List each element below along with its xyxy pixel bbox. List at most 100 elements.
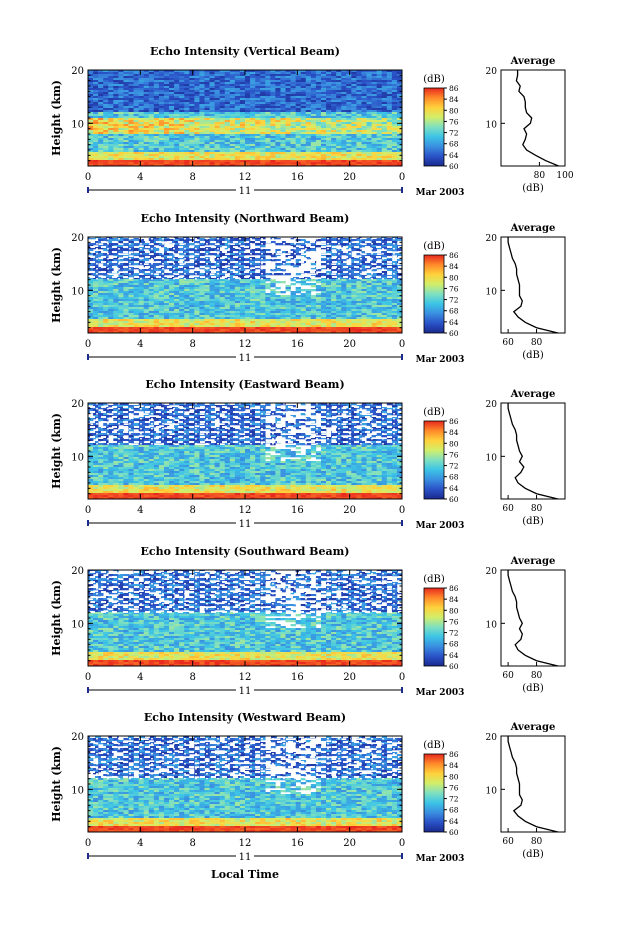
heatmap-cell — [280, 116, 286, 119]
heatmap-cell — [98, 291, 104, 294]
heatmap-cell — [346, 281, 352, 284]
heatmap-cell — [138, 309, 145, 312]
heatmap-cell — [396, 301, 403, 304]
heatmap-cell — [305, 140, 312, 143]
heatmap-cell — [148, 136, 155, 139]
heatmap-cell — [123, 108, 129, 111]
heatmap-cell — [300, 309, 307, 312]
heatmap-cell — [255, 289, 261, 292]
heatmap-cell — [209, 134, 215, 137]
heatmap-cell — [346, 78, 352, 81]
heatmap-cell — [376, 154, 383, 157]
heatmap-cell — [113, 70, 119, 73]
heatmap-cell — [133, 72, 139, 75]
heatmap-cell — [179, 303, 185, 306]
heatmap-cell — [138, 98, 145, 101]
heatmap-cell — [209, 108, 215, 111]
heatmap-cell — [158, 297, 165, 300]
heatmap-cell — [280, 96, 286, 99]
heatmap-cell — [326, 104, 332, 107]
heatmap-cell — [209, 84, 215, 87]
heatmap-cell — [275, 96, 281, 99]
heatmap-cell — [255, 102, 261, 105]
heatmap-cell — [118, 78, 124, 81]
heatmap-cell — [239, 74, 246, 77]
heatmap-cell — [143, 130, 150, 133]
heatmap-cell — [128, 136, 134, 139]
heatmap-cell — [209, 126, 215, 129]
heatmap-cell — [118, 285, 124, 288]
heatmap-cell — [280, 130, 286, 133]
heatmap-cell — [174, 102, 180, 105]
heatmap-cell — [239, 136, 246, 139]
heatmap-cell — [250, 100, 256, 103]
heatmap-cell — [356, 301, 362, 304]
heatmap-cell — [341, 92, 347, 95]
heatmap-cell — [143, 104, 150, 107]
heatmap-cell — [310, 297, 317, 300]
heatmap-cell — [356, 126, 362, 129]
heatmap-cell — [108, 303, 114, 306]
heatmap-cell — [300, 70, 307, 73]
heatmap-cell — [128, 122, 134, 125]
heatmap-cell — [366, 88, 372, 91]
heatmap-cell — [98, 162, 104, 165]
heatmap-cell — [163, 98, 170, 101]
heatmap-cell — [184, 291, 190, 294]
heatmap-cell — [204, 160, 210, 163]
heatmap-cell — [234, 82, 241, 85]
heatmap-cell — [214, 126, 220, 129]
heatmap-cell — [138, 102, 145, 105]
heatmap-cell — [199, 289, 205, 292]
heatmap-cell — [356, 88, 362, 91]
heatmap-cell — [331, 100, 337, 103]
heatmap-cell — [199, 299, 205, 302]
heatmap-cell — [326, 144, 332, 147]
heatmap-cell — [275, 132, 281, 135]
heatmap-cell — [184, 305, 190, 308]
heatmap-cell — [285, 142, 291, 145]
heatmap-cell — [158, 122, 165, 125]
heatmap-cell — [184, 78, 190, 81]
heatmap-cell — [320, 136, 327, 139]
heatmap-cell — [133, 154, 139, 157]
heatmap-cell — [98, 283, 104, 286]
heatmap-cell — [224, 156, 231, 159]
heatmap-cell — [239, 120, 246, 123]
heatmap-cell — [219, 150, 226, 153]
heatmap-cell — [346, 110, 352, 113]
heatmap-cell — [260, 150, 266, 153]
heatmap-cell — [260, 152, 266, 155]
heatmap-cell — [174, 118, 180, 121]
heatmap-cell — [239, 162, 246, 165]
heatmap-cell — [194, 114, 200, 117]
heatmap-cell — [361, 130, 367, 133]
heatmap-cell — [371, 116, 377, 119]
heatmap-cell — [93, 106, 99, 109]
heatmap-cell — [179, 92, 185, 95]
heatmap-cell — [260, 289, 266, 292]
heatmap-cell — [361, 116, 367, 119]
heatmap-cell — [255, 88, 261, 91]
heatmap-cell — [158, 156, 165, 159]
heatmap-cell — [366, 114, 372, 117]
heatmap-cell — [209, 295, 215, 298]
heatmap-cell — [148, 76, 155, 79]
heatmap-cell — [133, 144, 139, 147]
heatmap-cell — [163, 100, 170, 103]
heatmap-cell — [108, 144, 114, 147]
heatmap-cell — [351, 144, 357, 147]
heatmap-cell — [209, 138, 215, 141]
heatmap-cell — [391, 281, 398, 284]
heatmap-cell — [209, 152, 215, 155]
heatmap-cell — [224, 301, 231, 304]
heatmap-cell — [341, 299, 347, 302]
heatmap-cell — [133, 156, 139, 159]
heatmap-cell — [275, 136, 281, 139]
heatmap-cell — [153, 88, 160, 91]
heatmap-cell — [300, 140, 307, 143]
heatmap-cell — [361, 164, 367, 167]
heatmap-cell — [366, 120, 372, 123]
heatmap-cell — [199, 120, 205, 123]
heatmap-cell — [310, 285, 317, 288]
